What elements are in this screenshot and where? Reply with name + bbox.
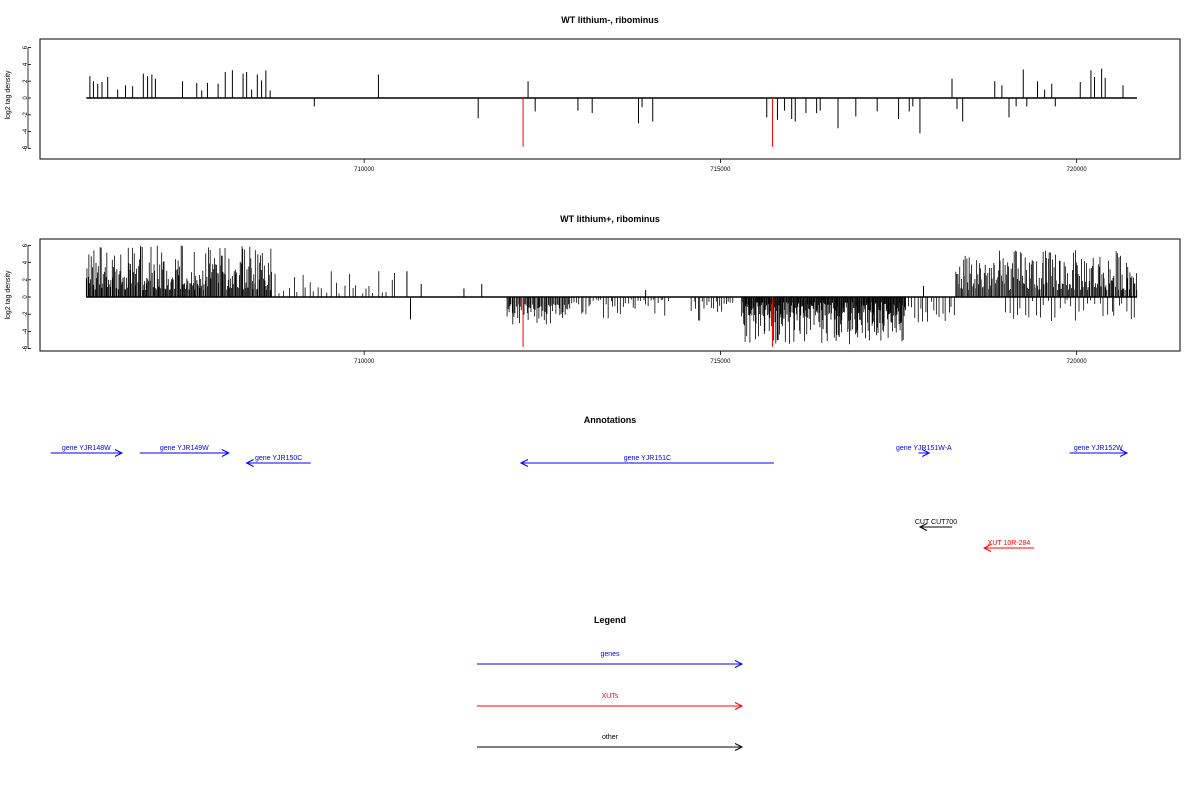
arrowhead-icon — [519, 459, 529, 467]
panel-lithium-minus: WT lithium-, ribominus log2 tag density … — [5, 15, 1181, 173]
panel-2-bars — [85, 245, 1138, 347]
feature-label: gene YJR150C — [255, 455, 302, 462]
legend-panel: Legend genes XUTs other — [477, 615, 744, 751]
feature-gene: gene YJR150C — [245, 455, 311, 467]
x-tick-label: 720000 — [1067, 167, 1088, 173]
feature-other: CUT CUT700 — [915, 519, 957, 531]
arrowhead-icon — [734, 743, 744, 751]
arrowhead-icon — [245, 459, 254, 467]
y-tick-label: -2 — [23, 311, 29, 317]
annotation-features: gene YJR148W gene YJR149W gene YJR150C gene… — [50, 445, 1129, 552]
panel-1-ylabel: log2 tag density — [5, 70, 12, 120]
feature-label: gene YJR152W — [1074, 445, 1123, 452]
panel-2-ylabel: log2 tag density — [5, 270, 12, 320]
feature-gene: gene YJR151W-A — [896, 445, 952, 457]
feature-label: gene YJR151C — [624, 455, 671, 462]
y-tick-label: 4 — [23, 260, 29, 264]
y-tick-label: -4 — [23, 128, 29, 134]
y-tick-label: 6 — [23, 243, 29, 247]
y-tick-label: 6 — [23, 45, 29, 49]
panel-lithium-plus: WT lithium+, ribominus log2 tag density … — [5, 214, 1181, 365]
feature-label: gene YJR151W-A — [896, 445, 952, 452]
legend-label: XUTs — [602, 693, 619, 700]
feature-label: XUT 10R-284 — [988, 540, 1031, 547]
x-tick-label: 710000 — [354, 167, 375, 173]
feature-gene: gene YJR149W — [139, 445, 230, 457]
arrowhead-icon — [221, 449, 230, 457]
feature-gene: gene YJR148W — [50, 445, 124, 457]
x-tick-label: 710000 — [354, 359, 375, 365]
panel-1-y-axis: -6 -4 -2 0 2 4 6 — [23, 45, 31, 151]
arrowhead-icon — [1119, 449, 1129, 457]
x-tick-label: 720000 — [1067, 359, 1088, 365]
arrowhead-icon — [734, 660, 744, 668]
y-tick-label: -2 — [23, 111, 29, 117]
arrowhead-icon — [734, 702, 744, 710]
x-tick-label: 715000 — [710, 167, 731, 173]
arrowhead-icon — [114, 449, 124, 457]
feature-xut: XUT 10R-284 — [982, 540, 1034, 552]
panel-1-frame — [39, 38, 1181, 160]
legend-items: genes XUTs other — [477, 651, 744, 751]
legend-item: other — [477, 734, 744, 751]
feature-label: CUT CUT700 — [915, 519, 957, 526]
feature-gene: gene YJR151C — [519, 455, 774, 467]
y-tick-label: -6 — [23, 345, 29, 351]
arrowhead-icon — [921, 449, 931, 457]
x-tick-label: 715000 — [710, 359, 731, 365]
y-tick-label: 4 — [23, 62, 29, 66]
panel-1-x-axis: 710000 715000 720000 — [354, 159, 1087, 173]
y-tick-label: 2 — [23, 79, 29, 83]
panel-2-title: WT lithium+, ribominus — [560, 214, 660, 224]
y-tick-label: 2 — [23, 277, 29, 281]
panel-2-y-axis: -6 -4 -2 0 2 4 6 — [23, 243, 31, 351]
legend-label: other — [602, 734, 619, 741]
legend-item: genes — [477, 651, 744, 668]
y-tick-label: -4 — [23, 328, 29, 334]
panel-1-title: WT lithium-, ribominus — [561, 15, 659, 25]
legend-title: Legend — [594, 615, 626, 625]
feature-gene: gene YJR152W — [1069, 445, 1129, 457]
y-tick-label: 0 — [23, 295, 29, 299]
feature-label: gene YJR148W — [62, 445, 111, 452]
annotations-panel: Annotations gene YJR148W gene YJR149Wgene… — [50, 415, 1129, 552]
feature-label: gene YJR149W — [160, 445, 209, 452]
panel-1-bars — [86, 68, 1137, 147]
y-tick-label: 0 — [23, 96, 29, 100]
y-tick-label: -6 — [23, 145, 29, 151]
panel-2-frame — [39, 238, 1181, 352]
arrowhead-icon — [918, 523, 928, 531]
annotations-title: Annotations — [584, 415, 637, 425]
legend-label: genes — [600, 651, 620, 658]
panel-2-x-axis: 710000 715000 720000 — [354, 351, 1087, 365]
arrowhead-icon — [982, 544, 992, 552]
legend-item: XUTs — [477, 693, 744, 710]
